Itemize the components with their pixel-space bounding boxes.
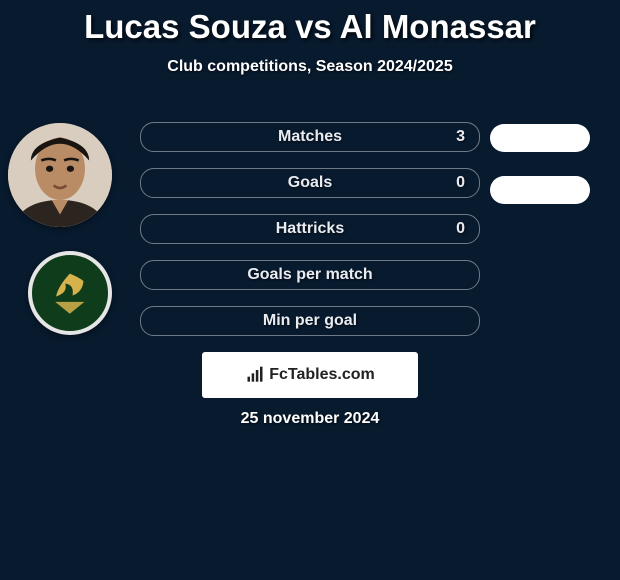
- comparison-pill: [490, 176, 590, 204]
- stat-label: Matches: [141, 123, 479, 151]
- stats-panel: Matches3Goals0Hattricks0Goals per matchM…: [140, 122, 480, 352]
- chart-icon: [245, 365, 265, 385]
- brand-logo: FcTables.com: [202, 352, 418, 398]
- subtitle: Club competitions, Season 2024/2025: [0, 58, 620, 76]
- avatars-column: [8, 123, 112, 359]
- stat-value: 0: [456, 215, 465, 243]
- stat-label: Goals per match: [141, 261, 479, 289]
- date-text: 25 november 2024: [0, 410, 620, 428]
- stat-row: Min per goal: [140, 306, 480, 336]
- team-badge: [28, 251, 112, 335]
- player-avatar: [8, 123, 112, 227]
- stat-row: Hattricks0: [140, 214, 480, 244]
- page-title: Lucas Souza vs Al Monassar: [0, 0, 620, 46]
- stat-row: Goals per match: [140, 260, 480, 290]
- stat-row: Goals0: [140, 168, 480, 198]
- stat-value: 0: [456, 169, 465, 197]
- stat-label: Min per goal: [141, 307, 479, 335]
- brand-text: FcTables.com: [269, 366, 375, 384]
- player-avatar-image: [8, 123, 112, 227]
- stat-label: Goals: [141, 169, 479, 197]
- comparison-pill: [490, 124, 590, 152]
- stat-label: Hattricks: [141, 215, 479, 243]
- stat-value: 3: [456, 123, 465, 151]
- pills-column: [490, 122, 590, 360]
- stat-row: Matches3: [140, 122, 480, 152]
- team-badge-crest: [47, 270, 93, 316]
